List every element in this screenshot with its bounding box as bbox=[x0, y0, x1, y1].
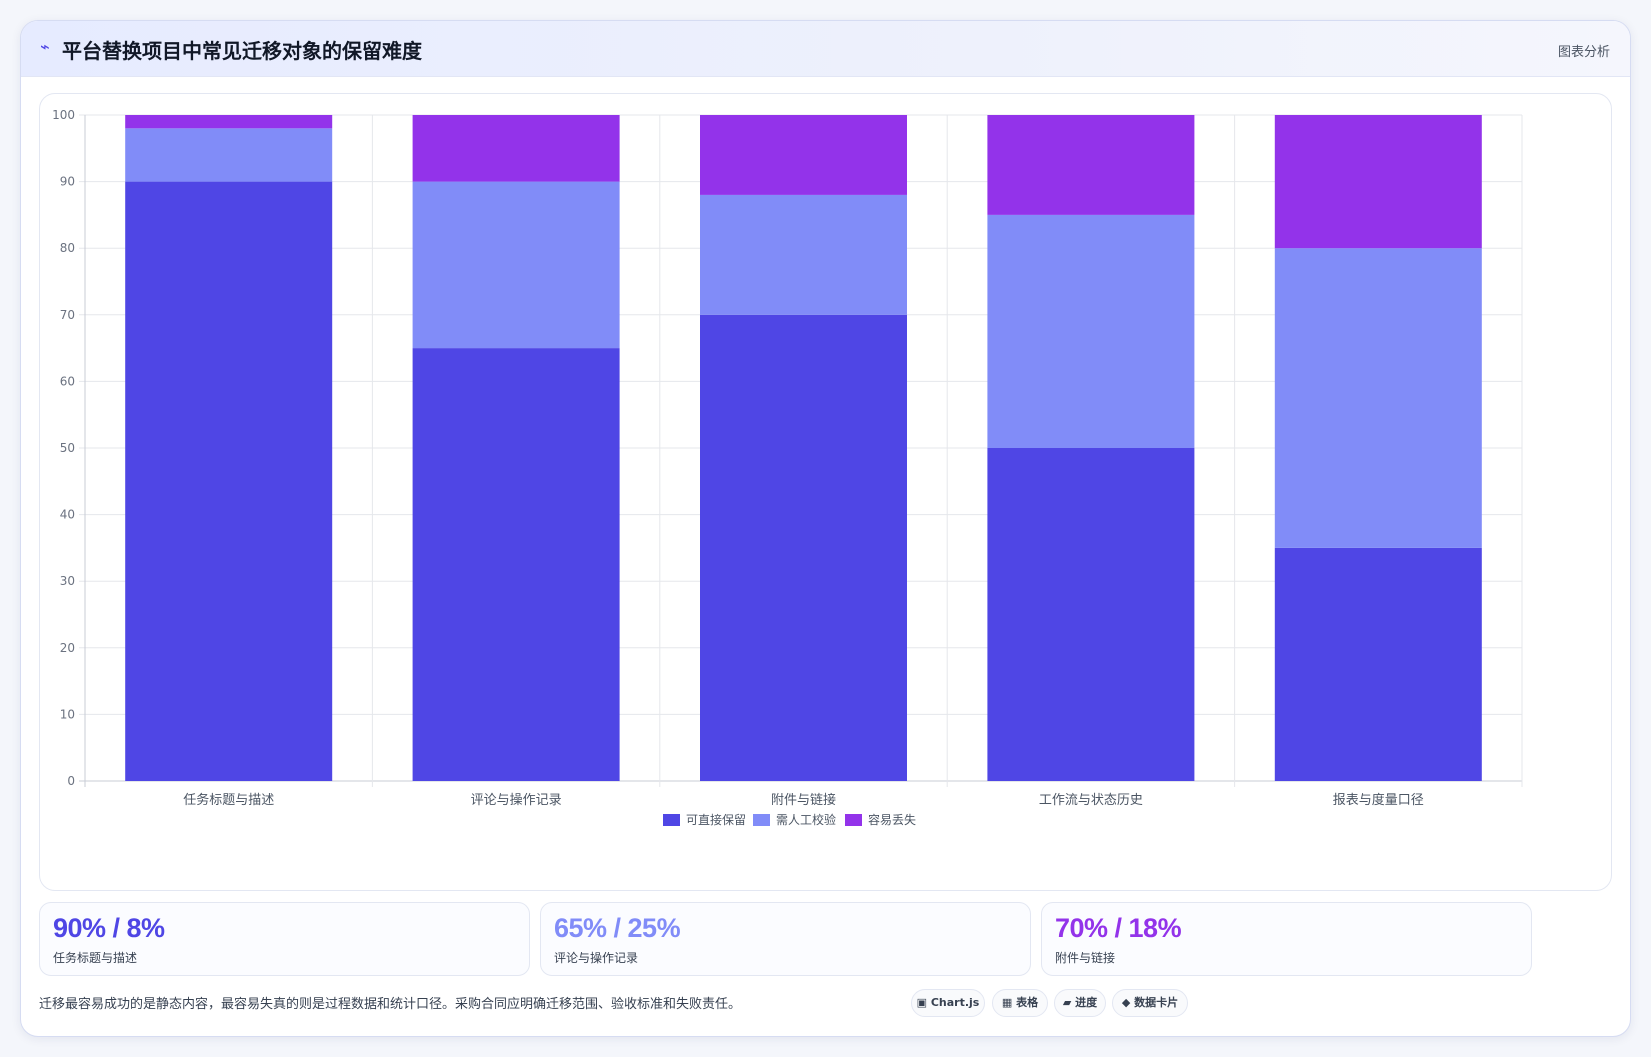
bolt-icon: ⌁ bbox=[40, 39, 50, 56]
y-tick-label: 0 bbox=[67, 774, 75, 788]
bar-segment[interactable] bbox=[987, 448, 1195, 781]
y-tick-label: 100 bbox=[52, 108, 75, 122]
y-tick-label: 60 bbox=[60, 374, 75, 388]
stat-card-3: 70% / 18% 附件与链接 bbox=[1041, 902, 1532, 976]
chip-table[interactable]: ▦ 表格 bbox=[992, 989, 1048, 1017]
stat-label: 评论与操作记录 bbox=[554, 951, 639, 965]
stat-value: 65% / 25% bbox=[554, 913, 681, 943]
summary-note: 迁移最容易成功的是静态内容，最容易失真的则是过程数据和统计口径。采购合同应明确迁… bbox=[39, 997, 742, 1012]
bar-segment[interactable] bbox=[700, 314, 907, 781]
stat-label: 任务标题与描述 bbox=[53, 951, 138, 965]
chip-chartjs[interactable]: ▣ Chart.js bbox=[911, 989, 985, 1017]
y-tick-label: 50 bbox=[60, 441, 75, 455]
bar-segment[interactable] bbox=[412, 115, 620, 182]
chart-card: ⌁ 平台替换项目中常见迁移对象的保留难度 图表分析 0 10 20 30 40 50 60 7… bbox=[20, 20, 1631, 1037]
x-tick-label: 工作流与状态历史 bbox=[1039, 793, 1143, 808]
bar-segment[interactable] bbox=[700, 115, 907, 195]
y-tick-label: 70 bbox=[60, 308, 75, 322]
bar-segment[interactable] bbox=[412, 348, 620, 781]
x-tick-label: 任务标题与描述 bbox=[183, 792, 274, 808]
bar-segment[interactable] bbox=[412, 181, 620, 349]
bar-segment[interactable] bbox=[1274, 547, 1482, 781]
legend-label[interactable]: 容易丢失 bbox=[868, 812, 916, 827]
bar-segment[interactable] bbox=[1274, 115, 1482, 249]
stat-value: 90% / 8% bbox=[53, 913, 165, 943]
bar-segment[interactable] bbox=[125, 181, 333, 782]
bar-segment[interactable] bbox=[1274, 248, 1482, 548]
y-tick-label: 30 bbox=[60, 574, 75, 588]
legend-swatch bbox=[845, 814, 862, 826]
x-tick-label: 评论与操作记录 bbox=[471, 792, 562, 808]
x-tick-label: 附件与链接 bbox=[771, 792, 836, 808]
stat-label: 附件与链接 bbox=[1055, 951, 1116, 965]
bar-segment[interactable] bbox=[987, 115, 1195, 215]
stat-card-2: 65% / 25% 评论与操作记录 bbox=[540, 902, 1031, 976]
stat-value: 70% / 18% bbox=[1055, 913, 1182, 943]
y-tick-label: 10 bbox=[60, 707, 75, 721]
stacked-bar-chart: 0 10 20 30 40 50 60 70 80 90 100 任务标题与描述 评论与操作记录 附件与链… bbox=[52, 108, 1523, 827]
legend-swatch bbox=[663, 814, 680, 826]
card-header: ⌁ 平台替换项目中常见迁移对象的保留难度 图表分析 bbox=[21, 21, 1630, 77]
y-tick-label: 40 bbox=[60, 508, 75, 522]
bar-segment[interactable] bbox=[700, 194, 907, 315]
stat-card-1: 90% / 8% 任务标题与描述 bbox=[39, 902, 530, 976]
legend-swatch bbox=[753, 814, 770, 826]
y-tick-label: 80 bbox=[60, 241, 75, 255]
chart-analysis-label: 图表分析 bbox=[1557, 45, 1610, 60]
bar-segment[interactable] bbox=[125, 128, 333, 182]
chart-container: 0 10 20 30 40 50 60 70 80 90 100 任务标题与描述 评论与操作记录 附件与链… bbox=[39, 93, 1612, 891]
chip-progress[interactable]: ▰ 进度 bbox=[1054, 989, 1106, 1017]
page-title: 平台替换项目中常见迁移对象的保留难度 bbox=[62, 39, 422, 63]
bar-segment[interactable] bbox=[987, 214, 1195, 448]
chip-data-card[interactable]: ◆ 数据卡片 bbox=[1112, 989, 1188, 1017]
bar-segment[interactable] bbox=[125, 115, 333, 129]
y-tick-label: 20 bbox=[60, 641, 75, 655]
x-tick-label: 报表与度量口径 bbox=[1333, 792, 1424, 808]
y-tick-label: 90 bbox=[60, 175, 75, 189]
legend-label[interactable]: 需人工校验 bbox=[776, 812, 836, 827]
legend-label[interactable]: 可直接保留 bbox=[686, 812, 746, 827]
